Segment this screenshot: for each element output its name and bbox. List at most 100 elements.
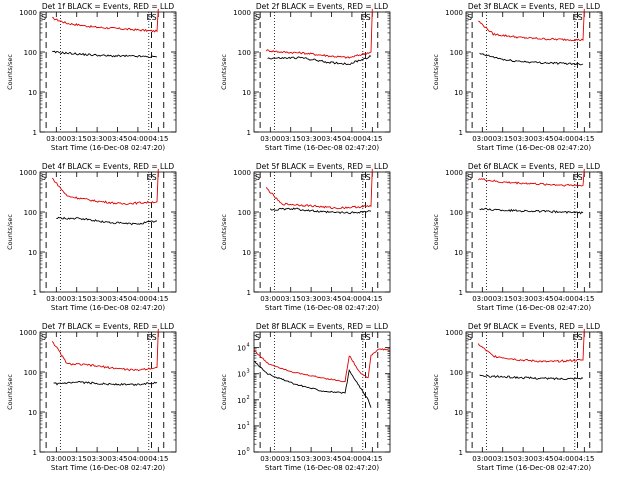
series-lld-line: [265, 168, 373, 210]
x-tick-label: 04:15: [362, 295, 382, 303]
plot-panel-1: Det 1f BLACK = Events, RED = LLD 1 10 100 10…: [6, 2, 177, 152]
x-axis-label: Start Time (16-Dec-08 02:47:20): [265, 304, 379, 312]
x-tick-label: 04:15: [574, 295, 594, 303]
axes-frame: [253, 11, 391, 133]
axes-frame: [465, 171, 603, 293]
x-tick-label: 04:00: [342, 295, 362, 303]
y-tick-label: 10: [242, 249, 251, 257]
x-tick-label: 04:15: [148, 295, 168, 303]
y-tick-label: 1000: [19, 9, 37, 17]
marker-es: ES: [147, 333, 157, 342]
marker-s: S: [41, 13, 46, 22]
y-tick-label: 10: [28, 89, 37, 97]
x-tick-label: 03:15: [281, 135, 301, 143]
y-axis-label: Counts/sec: [432, 214, 440, 250]
marker-s: S: [255, 173, 260, 182]
marker-es: ES: [147, 173, 157, 182]
marker-es: ES: [573, 13, 583, 22]
y-tick-exponent: 0: [247, 447, 250, 453]
series-events-line: [479, 207, 584, 215]
series-events-line: [56, 216, 158, 226]
x-tick-label: 03:15: [281, 455, 301, 463]
plot-panel-9: Det 9f BLACK = Events, RED = LLD 1 10 100 10…: [432, 322, 603, 472]
y-tick-label: 10: [237, 371, 246, 379]
marker-es: ES: [361, 333, 371, 342]
x-axis-label: Start Time (16-Dec-08 02:47:20): [51, 304, 165, 312]
plot-title: Det 3f BLACK = Events, RED = LLD: [468, 2, 601, 11]
marker-es: ES: [361, 13, 371, 22]
y-tick-label: 1: [33, 289, 37, 297]
y-tick-label: 1: [33, 449, 37, 457]
plot-title: Det 4f BLACK = Events, RED = LLD: [42, 162, 175, 171]
series-lld-line: [52, 8, 159, 33]
x-tick-label: 03:30: [87, 295, 107, 303]
y-tick-label: 10: [454, 89, 463, 97]
x-tick-label: 03:00: [46, 295, 66, 303]
axes-frame: [39, 171, 177, 293]
y-axis-label: Counts/sec: [432, 54, 440, 90]
x-axis-label: Start Time (16-Dec-08 02:47:20): [477, 304, 591, 312]
x-tick-label: 03:00: [46, 135, 66, 143]
x-axis-label: Start Time (16-Dec-08 02:47:20): [477, 464, 591, 472]
x-tick-label: 04:15: [574, 455, 594, 463]
y-tick-label: 100: [24, 209, 37, 217]
series-events-line: [479, 52, 584, 66]
x-tick-label: 03:00: [260, 135, 280, 143]
plot-title: Det 7f BLACK = Events, RED = LLD: [42, 322, 175, 331]
x-tick-label: 03:45: [533, 455, 553, 463]
x-tick-label: 03:30: [513, 135, 533, 143]
plot-title: Det 9f BLACK = Events, RED = LLD: [468, 322, 601, 331]
x-tick-label: 03:15: [67, 295, 87, 303]
series-events-line: [267, 55, 372, 66]
y-axis-label: Counts/sec: [6, 54, 14, 90]
x-tick-label: 04:00: [128, 455, 148, 463]
marker-es: ES: [573, 333, 583, 342]
x-tick-label: 04:15: [574, 135, 594, 143]
x-tick-label: 03:45: [107, 455, 127, 463]
y-tick-label: 1: [247, 289, 251, 297]
y-tick-label: 10: [237, 449, 246, 457]
x-tick-label: 03:15: [67, 135, 87, 143]
plot-panel-5: Det 5f BLACK = Events, RED = LLD 1 10 100 10…: [220, 162, 391, 312]
x-tick-label: 03:15: [493, 135, 513, 143]
x-tick-label: 04:00: [128, 135, 148, 143]
x-tick-label: 03:00: [46, 455, 66, 463]
y-tick-label: 1000: [233, 9, 251, 17]
x-axis-label: Start Time (16-Dec-08 02:47:20): [265, 464, 379, 472]
x-tick-label: 03:30: [301, 295, 321, 303]
x-tick-label: 04:15: [362, 455, 382, 463]
x-tick-label: 04:00: [342, 455, 362, 463]
plot-title: Det 6f BLACK = Events, RED = LLD: [468, 162, 601, 171]
y-tick-label: 10: [242, 89, 251, 97]
series-lld-line: [253, 348, 391, 383]
series-lld-line: [265, 8, 373, 59]
x-tick-label: 03:15: [281, 295, 301, 303]
series-lld-line: [477, 328, 585, 363]
y-tick-label: 1: [247, 129, 251, 137]
y-tick-label: 10: [454, 249, 463, 257]
x-tick-label: 04:00: [342, 135, 362, 143]
marker-s: S: [41, 173, 46, 182]
x-tick-label: 03:30: [301, 135, 321, 143]
series-events-line: [52, 50, 158, 58]
y-tick-label: 1000: [445, 329, 463, 337]
x-tick-label: 03:00: [472, 135, 492, 143]
x-tick-label: 03:30: [513, 295, 533, 303]
x-tick-label: 04:15: [362, 135, 382, 143]
x-axis-label: Start Time (16-Dec-08 02:47:20): [477, 144, 591, 152]
y-axis-label: Counts/sec: [6, 374, 14, 410]
marker-s: S: [41, 333, 46, 342]
x-tick-label: 03:00: [472, 455, 492, 463]
plot-panel-2: Det 2f BLACK = Events, RED = LLD 1 10 100 10…: [220, 2, 391, 152]
y-tick-label: 100: [238, 49, 251, 57]
y-tick-label: 10: [237, 423, 246, 431]
x-tick-label: 03:00: [260, 295, 280, 303]
y-tick-label: 10: [28, 249, 37, 257]
marker-es: ES: [361, 173, 371, 182]
y-tick-exponent: 1: [247, 421, 250, 427]
series-events-line: [53, 381, 158, 387]
x-tick-label: 03:15: [493, 295, 513, 303]
y-tick-label: 100: [238, 209, 251, 217]
y-axis-label: Counts/sec: [432, 374, 440, 410]
